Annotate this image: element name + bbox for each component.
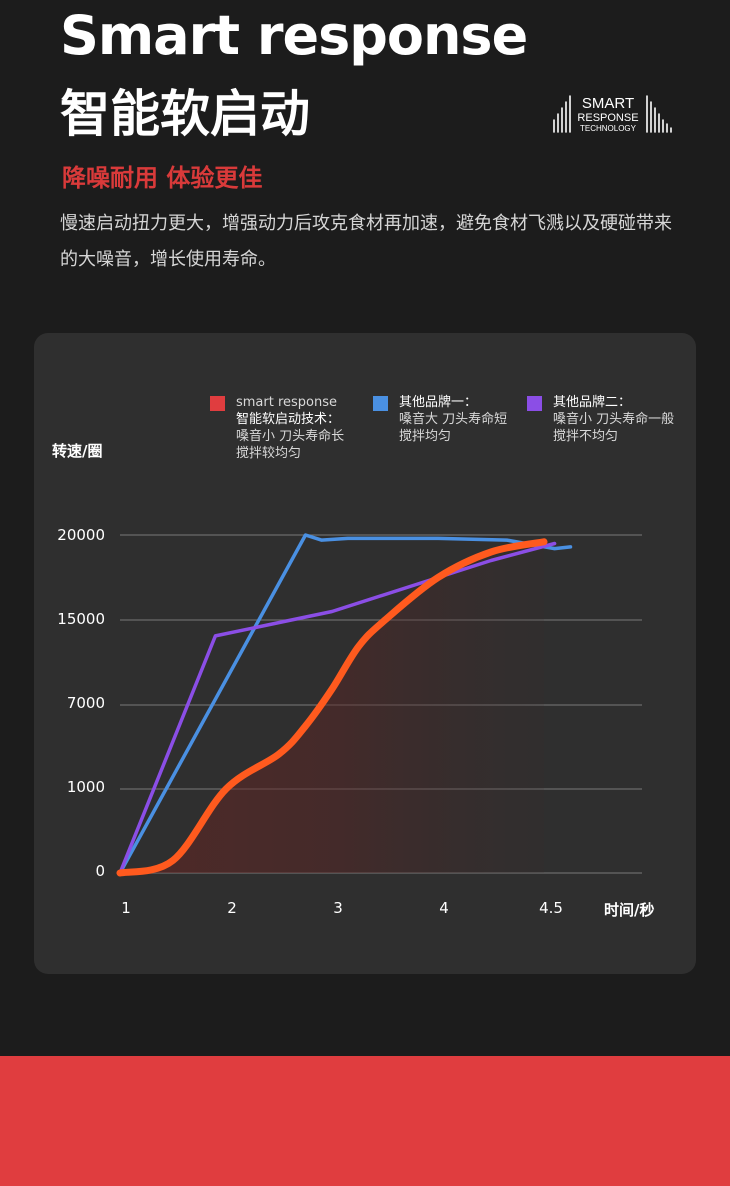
logo-line2: RESPONSE — [577, 112, 638, 124]
y-tick-label: 15000 — [57, 610, 105, 628]
legend-line: 嗓音小 刀头寿命一般 — [553, 412, 675, 427]
legend-line: 其他品牌一： — [399, 395, 478, 410]
smart-response-logo: SMART RESPONSE TECHNOLOGY — [553, 95, 672, 133]
x-tick-label: 1 — [121, 899, 131, 917]
series-line-smart-response — [116, 538, 548, 877]
y-tick-label: 0 — [95, 862, 105, 880]
y-tick-label: 7000 — [66, 694, 105, 712]
description: 慢速启动扭力更大，增强动力后攻克食材再加速，避免食材飞溅以及硬碰带来的大噪音，增… — [60, 213, 672, 270]
x-tick-label: 4.5 — [539, 899, 563, 917]
legend-brand-one: 其他品牌一： 嗓音大 刀头寿命短 搅拌均匀 — [373, 394, 508, 445]
subtitle: 降噪耐用 体验更佳 — [62, 164, 263, 192]
legend-line: 嗓音小 刀头寿命长 — [236, 429, 345, 444]
speed-chart — [116, 533, 642, 877]
y-axis-label: 转速/圈 — [52, 442, 103, 460]
legend-line: 其他品牌二： — [553, 395, 632, 410]
legend-line: smart response — [236, 395, 338, 410]
logo-line3: TECHNOLOGY — [580, 124, 637, 133]
legend-line: 搅拌较均匀 — [236, 446, 302, 461]
y-tick-label: 20000 — [57, 526, 105, 544]
bottom-red-band — [0, 1056, 730, 1186]
series-line-brand-two — [118, 541, 557, 875]
x-axis-label: 时间/秒 — [604, 901, 655, 919]
legend-swatch-brand-one — [373, 396, 388, 411]
legend-brand-two: 其他品牌二： 嗓音小 刀头寿命一般 搅拌不均匀 — [527, 394, 675, 445]
x-tick-label: 4 — [439, 899, 449, 917]
logo-line1: SMART — [582, 95, 634, 112]
title-chinese: 智能软启动 — [60, 85, 310, 143]
legend-smart-response: smart response 智能软启动技术： 嗓音小 刀头寿命长 搅拌较均匀 — [210, 394, 345, 462]
title-english: Smart response — [60, 4, 528, 67]
legend-line: 搅拌均匀 — [399, 429, 452, 444]
x-tick-label: 2 — [227, 899, 237, 917]
legend-swatch-smart — [210, 396, 225, 411]
y-tick-label: 1000 — [66, 778, 105, 796]
legend-swatch-brand-two — [527, 396, 542, 411]
legend-line: 嗓音大 刀头寿命短 — [399, 412, 508, 427]
legend-line: 搅拌不均匀 — [553, 429, 619, 444]
legend-line: 智能软启动技术： — [236, 412, 341, 427]
x-tick-label: 3 — [333, 899, 343, 917]
smart-response-area — [120, 541, 544, 873]
